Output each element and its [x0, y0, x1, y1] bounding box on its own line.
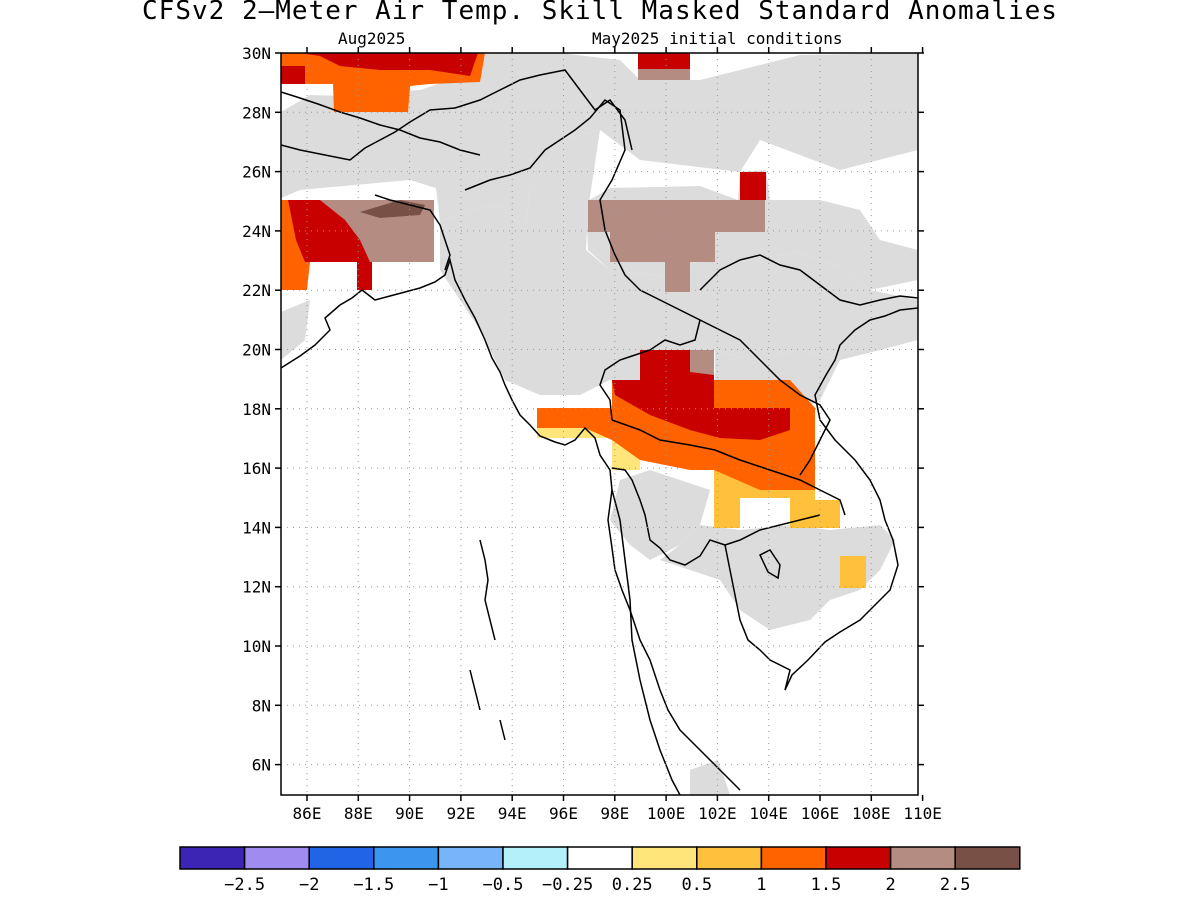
- colorbar-label: 1: [756, 875, 766, 895]
- coastlines: [281, 69, 918, 795]
- colorbar-swatch: [179, 846, 246, 870]
- graticule: [281, 53, 918, 795]
- lat-tick-label: 24N: [242, 222, 271, 241]
- lat-tick-label: 12N: [242, 578, 271, 597]
- lon-tick-label: 102E: [698, 804, 737, 823]
- colorbar-swatch: [308, 846, 375, 870]
- border-laos: [699, 254, 918, 476]
- masked-region-thai-west: [610, 470, 710, 560]
- lon-tick-label: 110E: [903, 804, 942, 823]
- colorbar-label: 1.5: [811, 875, 842, 895]
- colorbar-swatch: [566, 846, 633, 870]
- border-india-nepal: [281, 91, 481, 156]
- anomaly-2-to-2.5-thailand: [690, 350, 714, 375]
- colorbar-swatch: [437, 846, 504, 870]
- lon-tick-label: 98E: [600, 804, 629, 823]
- lon-tick-label: 104E: [749, 804, 788, 823]
- anomaly-1.5-to-2-tibet-east: [638, 53, 690, 69]
- lat-tick-label: 8N: [252, 696, 271, 715]
- lat-tick-label: 28N: [242, 103, 271, 122]
- lat-tick-label: 26N: [242, 163, 271, 182]
- masked-region-west: [281, 300, 310, 360]
- lon-tick-label: 90E: [395, 804, 424, 823]
- colorbar-swatch: [502, 846, 569, 870]
- colorbar-swatch: [954, 846, 1021, 870]
- lat-tick-label: 14N: [242, 518, 271, 537]
- anomaly-1.5-to-2-himalaya: [300, 53, 478, 76]
- colorbar-label: −0.25: [542, 875, 593, 895]
- coastline-andaman-islands: [469, 539, 506, 741]
- colorbar-label: −2: [299, 875, 319, 895]
- lat-tick-label: 18N: [242, 400, 271, 419]
- colorbar-swatch: [760, 846, 827, 870]
- colorbar-swatch: [373, 846, 440, 870]
- lon-tick-label: 92E: [446, 804, 475, 823]
- plot-frame: [280, 52, 919, 796]
- lon-tick-label: 108E: [852, 804, 891, 823]
- border-bangladesh: [374, 194, 451, 271]
- colorbar-label: 2: [885, 875, 895, 895]
- colorbar: −2.5 −2 −1.5 −1 −0.5 −0.25 0.25 0.5 1 1.5 2 2.5: [179, 846, 1021, 895]
- lon-tick-label: 88E: [344, 804, 373, 823]
- lat-tick-label: 30N: [242, 44, 271, 63]
- initial-conditions-label: May2025 initial conditions: [592, 29, 843, 48]
- valid-month-label: Aug2025: [338, 29, 406, 48]
- anomaly-2-to-2.5-tibet-east: [638, 69, 690, 80]
- colorbar-swatch: [696, 846, 763, 870]
- lon-tick-label: 96E: [549, 804, 578, 823]
- anomaly-2-to-2.5-yunnan: [588, 200, 765, 292]
- colorbar-label: −1.5: [353, 875, 394, 895]
- anomaly-contours: [281, 53, 866, 588]
- latitude-axis: 30N 28N 26N 24N 22N 20N 18N 16N 14N 12N 10N 8N 6N: [242, 44, 924, 775]
- lon-tick-label: 94E: [498, 804, 527, 823]
- lat-tick-label: 6N: [252, 756, 271, 775]
- colorbar-label: 2.5: [940, 875, 971, 895]
- lon-tick-label: 106E: [801, 804, 840, 823]
- lat-tick-label: 10N: [242, 637, 271, 656]
- anomaly-1.5-to-2-tibet-west: [281, 66, 305, 84]
- lon-tick-label: 86E: [293, 804, 322, 823]
- coastline-indochina: [611, 307, 918, 691]
- anomaly-1.5-to-2-yunnan: [740, 172, 766, 200]
- border-china-himalaya: [281, 69, 633, 161]
- colorbar-swatch: [825, 846, 892, 870]
- colorbar-swatch: [243, 846, 310, 870]
- colorbar-label: −0.5: [483, 875, 524, 895]
- lat-tick-label: 20N: [242, 341, 271, 360]
- map-plot-area: [281, 53, 918, 795]
- map-title: CFSv2 2—Meter Air Temp. Skill Masked Sta…: [142, 0, 1058, 26]
- colorbar-label: −1: [428, 875, 448, 895]
- masked-region-south: [690, 760, 730, 795]
- masked-region-himalaya: [281, 53, 918, 230]
- coastline-tonle-sap: [759, 549, 781, 580]
- lat-tick-label: 16N: [242, 459, 271, 478]
- coastline-india-east: [281, 257, 741, 791]
- longitude-axis: 86E 88E 90E 92E 94E 96E 98E 100E 102E 104E 106E 108…: [293, 47, 942, 823]
- masked-region-burma: [440, 130, 918, 395]
- anomaly-1.5-to-2-thailand: [612, 350, 790, 440]
- lon-tick-label: 100E: [647, 804, 686, 823]
- border-burma: [464, 99, 701, 421]
- colorbar-label: 0.5: [681, 875, 712, 895]
- colorbar-swatch: [631, 846, 698, 870]
- colorbar-swatch: [889, 846, 956, 870]
- lat-tick-label: 22N: [242, 281, 271, 300]
- colorbar-label: −2.5: [224, 875, 265, 895]
- colorbar-label: 0.25: [612, 875, 653, 895]
- anomaly-0.5-to-1-cambodia-east: [840, 556, 866, 588]
- border-thailand-cambodia: [611, 419, 846, 546]
